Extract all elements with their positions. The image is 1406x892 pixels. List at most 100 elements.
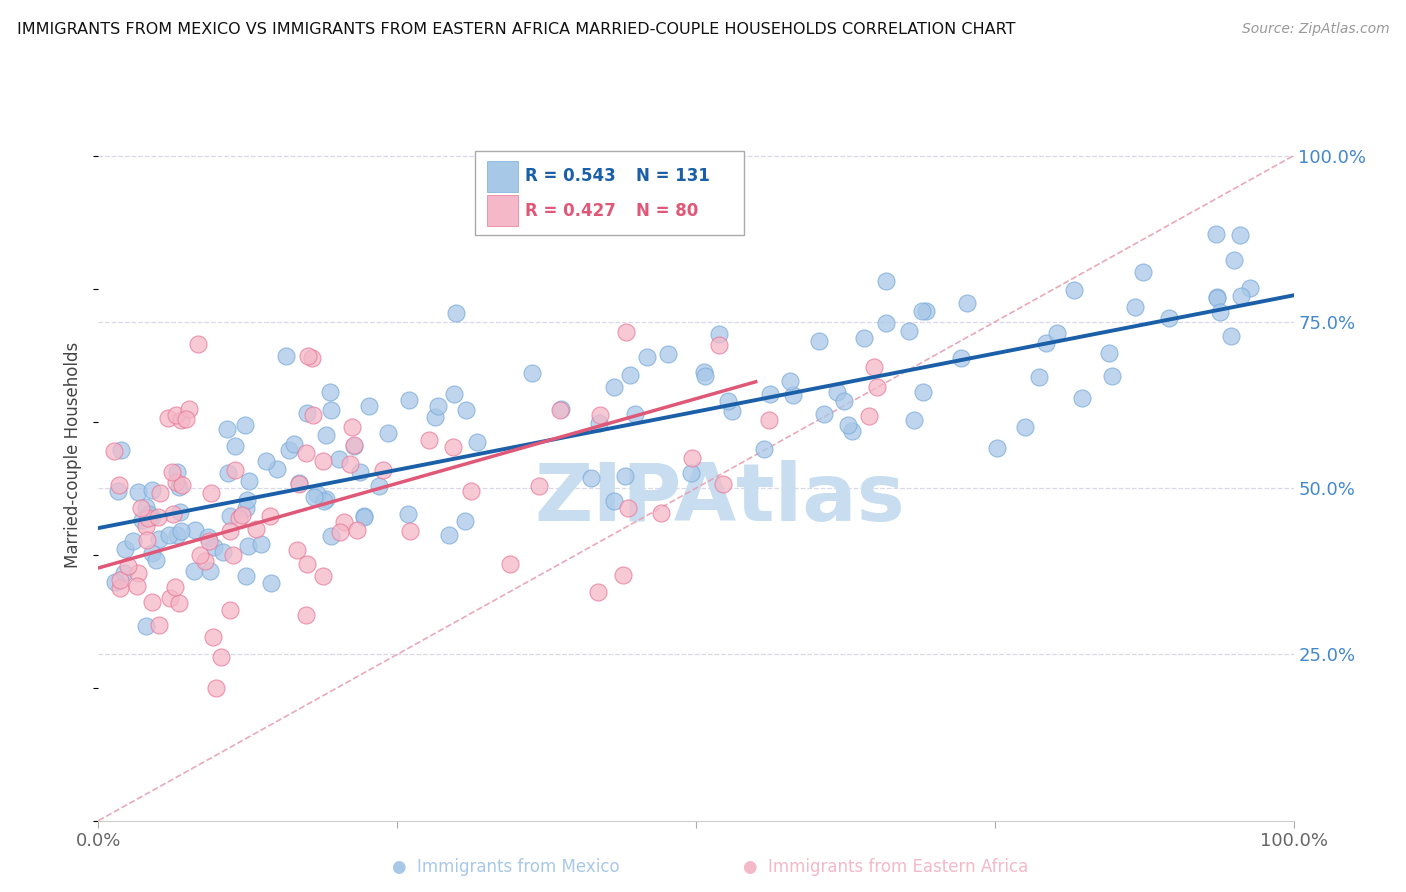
Point xyxy=(1157,311,1180,326)
Point xyxy=(187,336,209,351)
Point xyxy=(129,501,152,516)
Point xyxy=(650,506,672,520)
Point xyxy=(165,475,187,489)
Text: Source: ZipAtlas.com: Source: ZipAtlas.com xyxy=(1241,22,1389,37)
Point xyxy=(339,457,361,471)
Point xyxy=(165,409,187,423)
Point xyxy=(617,500,640,515)
Point xyxy=(588,416,610,430)
Point xyxy=(209,650,232,665)
Point xyxy=(328,451,350,466)
Point xyxy=(399,524,422,538)
Point xyxy=(779,374,801,388)
Point xyxy=(612,567,634,582)
Point xyxy=(305,487,328,501)
Point xyxy=(437,527,460,541)
Point xyxy=(141,595,163,609)
Point xyxy=(218,509,240,524)
Point xyxy=(138,507,160,521)
Point xyxy=(898,324,921,338)
Point xyxy=(681,450,703,465)
Point xyxy=(603,379,626,393)
Point xyxy=(813,407,835,421)
Point xyxy=(312,569,335,583)
Point xyxy=(131,513,153,527)
Point xyxy=(349,465,371,479)
Point xyxy=(127,566,149,581)
Point xyxy=(353,510,375,524)
Point xyxy=(110,442,132,457)
Point xyxy=(197,530,219,544)
Point xyxy=(167,596,190,610)
Point xyxy=(499,558,522,572)
Point xyxy=(148,533,170,547)
Point xyxy=(315,492,337,507)
Point xyxy=(276,350,298,364)
Point xyxy=(135,533,157,548)
Point xyxy=(198,533,221,548)
Point xyxy=(217,422,239,436)
Point xyxy=(236,493,259,508)
Y-axis label: Married-couple Households: Married-couple Households xyxy=(65,342,83,568)
Point xyxy=(1239,280,1261,294)
Point xyxy=(297,349,319,363)
Point xyxy=(288,476,311,491)
Text: R = 0.427: R = 0.427 xyxy=(524,202,616,219)
Point xyxy=(169,505,191,519)
Point xyxy=(170,524,193,538)
Point xyxy=(277,442,299,457)
Point xyxy=(465,435,488,450)
Point xyxy=(1123,300,1146,314)
Point xyxy=(301,351,323,365)
Point xyxy=(1205,289,1227,303)
Point xyxy=(112,566,135,581)
Point xyxy=(623,408,645,422)
Point xyxy=(825,384,848,399)
Point xyxy=(127,579,149,593)
Point xyxy=(1035,336,1057,351)
Point xyxy=(254,454,277,468)
Point xyxy=(202,540,225,554)
Point xyxy=(318,385,340,400)
Point xyxy=(619,368,641,382)
Point xyxy=(231,508,253,522)
Point xyxy=(603,493,626,508)
Point xyxy=(1101,369,1123,384)
Text: ●  Immigrants from Mexico: ● Immigrants from Mexico xyxy=(392,858,620,876)
Point xyxy=(222,548,245,562)
Point xyxy=(135,518,157,533)
Point xyxy=(912,384,935,399)
Point xyxy=(219,603,242,617)
Point xyxy=(588,585,610,599)
Point xyxy=(217,466,239,480)
Point xyxy=(956,295,979,310)
Point xyxy=(166,528,188,542)
Point xyxy=(114,542,136,557)
Point xyxy=(315,427,337,442)
Point xyxy=(157,528,180,542)
Text: ●  Immigrants from Eastern Africa: ● Immigrants from Eastern Africa xyxy=(744,858,1028,876)
Point xyxy=(179,402,201,417)
Point xyxy=(692,366,714,380)
Point xyxy=(219,524,242,538)
Point xyxy=(295,607,318,622)
Point xyxy=(260,576,283,591)
Point xyxy=(709,338,731,352)
Point xyxy=(832,394,855,409)
Point xyxy=(160,465,183,479)
Point xyxy=(184,523,207,537)
Point xyxy=(135,619,157,633)
Point xyxy=(1229,227,1251,242)
Point xyxy=(441,440,464,454)
Point xyxy=(841,424,863,438)
Point xyxy=(1132,265,1154,279)
Point xyxy=(170,413,193,427)
FancyBboxPatch shape xyxy=(486,195,517,226)
Point xyxy=(162,507,184,521)
Text: ZIPAtlas: ZIPAtlas xyxy=(534,459,905,538)
Point xyxy=(720,404,742,418)
Point xyxy=(136,510,159,524)
Point xyxy=(717,393,740,408)
Point xyxy=(297,557,319,571)
Point xyxy=(1014,420,1036,434)
